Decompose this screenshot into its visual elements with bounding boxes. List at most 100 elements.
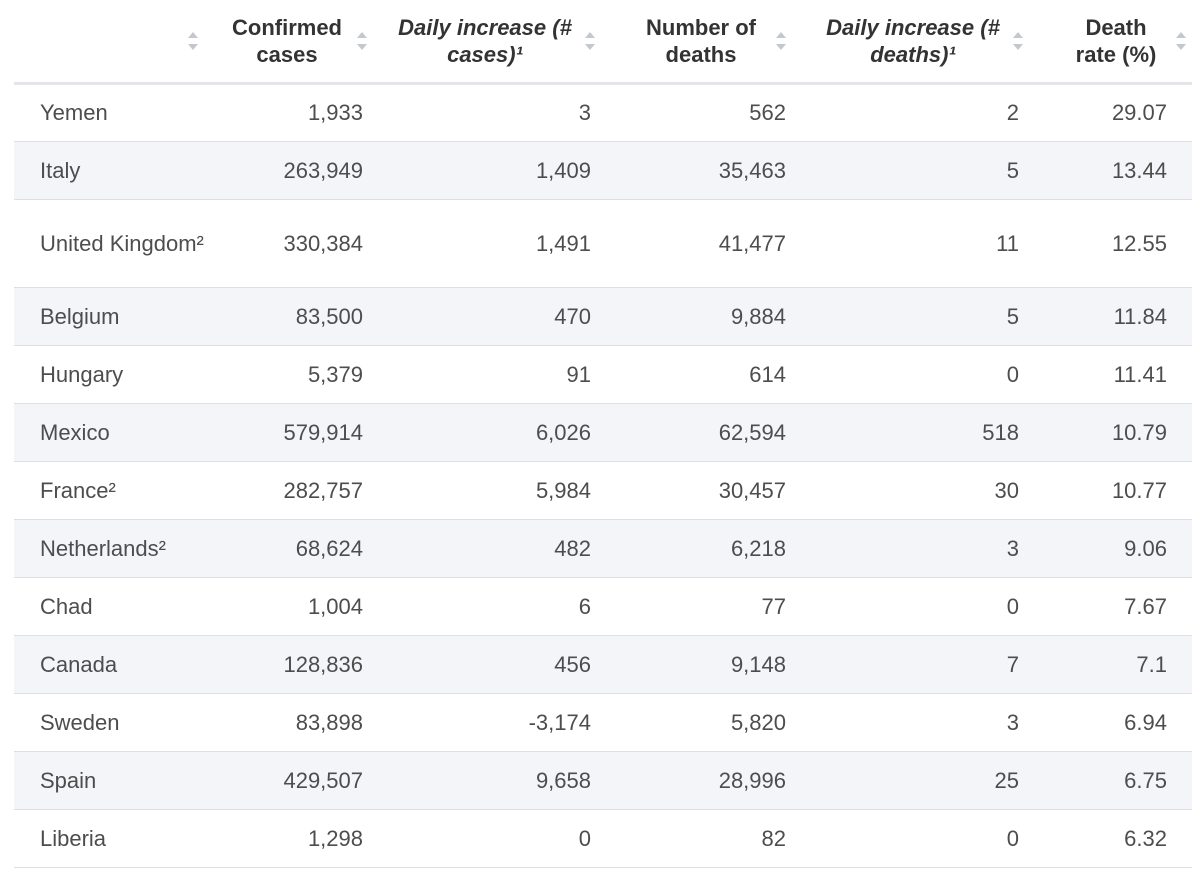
table-row: Spain 429,507 9,658 28,996 25 6.75 (14, 751, 1192, 810)
cell-daily-increase-deaths: 3 (792, 519, 1029, 578)
cell-confirmed-cases: 282,757 (204, 461, 373, 520)
cell-country: Spain (14, 751, 204, 810)
cell-number-of-deaths: 77 (601, 577, 792, 636)
cell-daily-increase-cases: 1,409 (373, 141, 601, 200)
cell-death-rate: 11.41 (1029, 345, 1192, 404)
table-row: Chad 1,004 6 77 0 7.67 (14, 577, 1192, 636)
cell-death-rate: 11.84 (1029, 287, 1192, 346)
cell-daily-increase-cases: 456 (373, 635, 601, 694)
cell-daily-increase-cases: 5,984 (373, 461, 601, 520)
cell-daily-increase-deaths: 5 (792, 141, 1029, 200)
cell-number-of-deaths: 35,463 (601, 141, 792, 200)
header-number-of-deaths[interactable]: Number of deaths (601, 0, 792, 85)
cell-death-rate: 6.75 (1029, 751, 1192, 810)
cell-confirmed-cases: 128,836 (204, 635, 373, 694)
table-row: Mexico 579,914 6,026 62,594 518 10.79 (14, 403, 1192, 462)
header-row: Confirmed cases Daily increase (# cases)… (14, 0, 1192, 85)
table-row: Canada 128,836 456 9,148 7 7.1 (14, 635, 1192, 694)
cell-daily-increase-cases: 6,026 (373, 403, 601, 462)
header-confirmed-cases[interactable]: Confirmed cases (204, 0, 373, 85)
header-daily-increase-deaths[interactable]: Daily increase (# deaths)¹ (792, 0, 1029, 85)
cell-death-rate: 6.94 (1029, 693, 1192, 752)
cell-number-of-deaths: 28,996 (601, 751, 792, 810)
header-daily-increase-cases[interactable]: Daily increase (# cases)¹ (373, 0, 601, 85)
cell-number-of-deaths: 9,884 (601, 287, 792, 346)
cell-daily-increase-cases: 482 (373, 519, 601, 578)
cell-number-of-deaths: 62,594 (601, 403, 792, 462)
cell-daily-increase-cases: 0 (373, 809, 601, 868)
cell-number-of-deaths: 30,457 (601, 461, 792, 520)
cell-confirmed-cases: 579,914 (204, 403, 373, 462)
cell-number-of-deaths: 6,218 (601, 519, 792, 578)
cell-number-of-deaths: 614 (601, 345, 792, 404)
sort-arrows-icon[interactable] (351, 0, 373, 82)
cell-country: Mexico (14, 403, 204, 462)
header-label: Daily increase (# deaths)¹ (826, 15, 1000, 67)
cell-country: Canada (14, 635, 204, 694)
cell-death-rate: 7.1 (1029, 635, 1192, 694)
cell-daily-increase-deaths: 11 (792, 199, 1029, 288)
sort-arrows-icon[interactable] (1170, 0, 1192, 82)
table-row: Italy 263,949 1,409 35,463 5 13.44 (14, 141, 1192, 200)
cell-daily-increase-deaths: 0 (792, 577, 1029, 636)
cell-daily-increase-cases: 3 (373, 83, 601, 142)
table-row: France² 282,757 5,984 30,457 30 10.77 (14, 461, 1192, 520)
covid-stats-table: Confirmed cases Daily increase (# cases)… (14, 0, 1192, 868)
sort-arrows-icon[interactable] (770, 0, 792, 82)
cell-death-rate: 6.32 (1029, 809, 1192, 868)
cell-daily-increase-cases: 1,491 (373, 199, 601, 288)
table-header: Confirmed cases Daily increase (# cases)… (14, 0, 1192, 85)
table-row: Liberia 1,298 0 82 0 6.32 (14, 809, 1192, 868)
cell-daily-increase-deaths: 25 (792, 751, 1029, 810)
cell-country: United Kingdom² (14, 199, 204, 288)
cell-daily-increase-cases: -3,174 (373, 693, 601, 752)
cell-country: Belgium (14, 287, 204, 346)
cell-confirmed-cases: 83,500 (204, 287, 373, 346)
header-country[interactable] (14, 0, 204, 85)
cell-death-rate: 12.55 (1029, 199, 1192, 288)
cell-country: Italy (14, 141, 204, 200)
header-death-rate[interactable]: Death rate (%) (1029, 0, 1192, 85)
cell-daily-increase-deaths: 3 (792, 693, 1029, 752)
cell-confirmed-cases: 83,898 (204, 693, 373, 752)
header-label: Daily increase (# cases)¹ (398, 15, 572, 67)
header-label: Confirmed cases (232, 15, 342, 67)
table-row: Hungary 5,379 91 614 0 11.41 (14, 345, 1192, 404)
header-label: Number of deaths (646, 15, 756, 67)
cell-country: France² (14, 461, 204, 520)
cell-daily-increase-cases: 470 (373, 287, 601, 346)
sort-arrows-icon[interactable] (1007, 0, 1029, 82)
cell-daily-increase-deaths: 0 (792, 345, 1029, 404)
table-row: Yemen 1,933 3 562 2 29.07 (14, 83, 1192, 142)
cell-daily-increase-deaths: 2 (792, 83, 1029, 142)
sort-arrows-icon[interactable] (182, 0, 204, 82)
cell-daily-increase-deaths: 5 (792, 287, 1029, 346)
cell-daily-increase-deaths: 518 (792, 403, 1029, 462)
cell-daily-increase-deaths: 0 (792, 809, 1029, 868)
cell-number-of-deaths: 41,477 (601, 199, 792, 288)
cell-confirmed-cases: 263,949 (204, 141, 373, 200)
cell-confirmed-cases: 68,624 (204, 519, 373, 578)
cell-country: Yemen (14, 83, 204, 142)
cell-death-rate: 9.06 (1029, 519, 1192, 578)
cell-daily-increase-cases: 91 (373, 345, 601, 404)
table-row: Sweden 83,898 -3,174 5,820 3 6.94 (14, 693, 1192, 752)
cell-confirmed-cases: 330,384 (204, 199, 373, 288)
cell-death-rate: 13.44 (1029, 141, 1192, 200)
cell-country: Chad (14, 577, 204, 636)
cell-daily-increase-deaths: 7 (792, 635, 1029, 694)
cell-daily-increase-deaths: 30 (792, 461, 1029, 520)
sort-arrows-icon[interactable] (579, 0, 601, 82)
table-row: United Kingdom² 330,384 1,491 41,477 11 12.55 (14, 199, 1192, 288)
table-row: Belgium 83,500 470 9,884 5 11.84 (14, 287, 1192, 346)
table-row: Netherlands² 68,624 482 6,218 3 9.06 (14, 519, 1192, 578)
cell-death-rate: 10.79 (1029, 403, 1192, 462)
table-body: Yemen 1,933 3 562 2 29.07 Italy 263,949 1,409 35,… (14, 83, 1192, 868)
cell-number-of-deaths: 82 (601, 809, 792, 868)
cell-daily-increase-cases: 9,658 (373, 751, 601, 810)
cell-country: Netherlands² (14, 519, 204, 578)
cell-confirmed-cases: 1,004 (204, 577, 373, 636)
cell-number-of-deaths: 562 (601, 83, 792, 142)
cell-death-rate: 29.07 (1029, 83, 1192, 142)
cell-confirmed-cases: 429,507 (204, 751, 373, 810)
